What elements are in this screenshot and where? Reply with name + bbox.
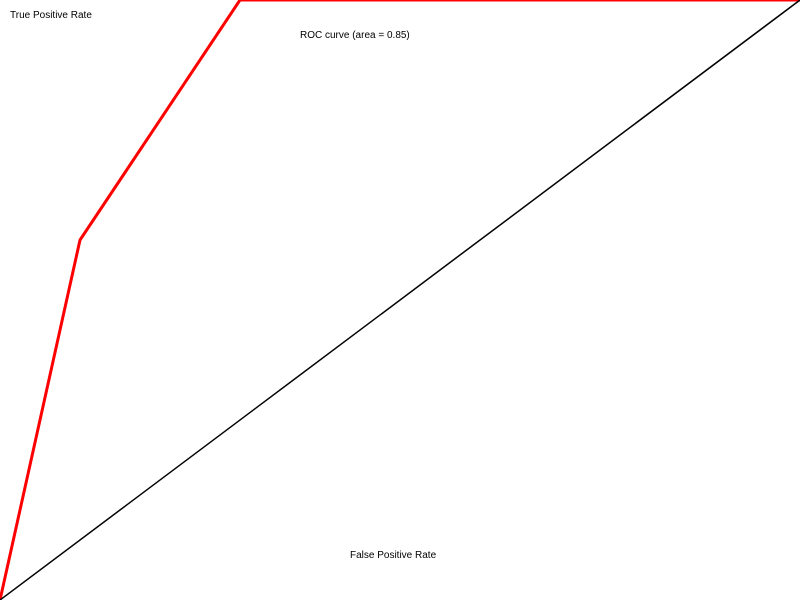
x-axis-label: False Positive Rate [350, 550, 437, 561]
y-axis-label: True Positive Rate [10, 10, 92, 21]
chart-title: ROC curve (area = 0.85) [300, 30, 410, 41]
